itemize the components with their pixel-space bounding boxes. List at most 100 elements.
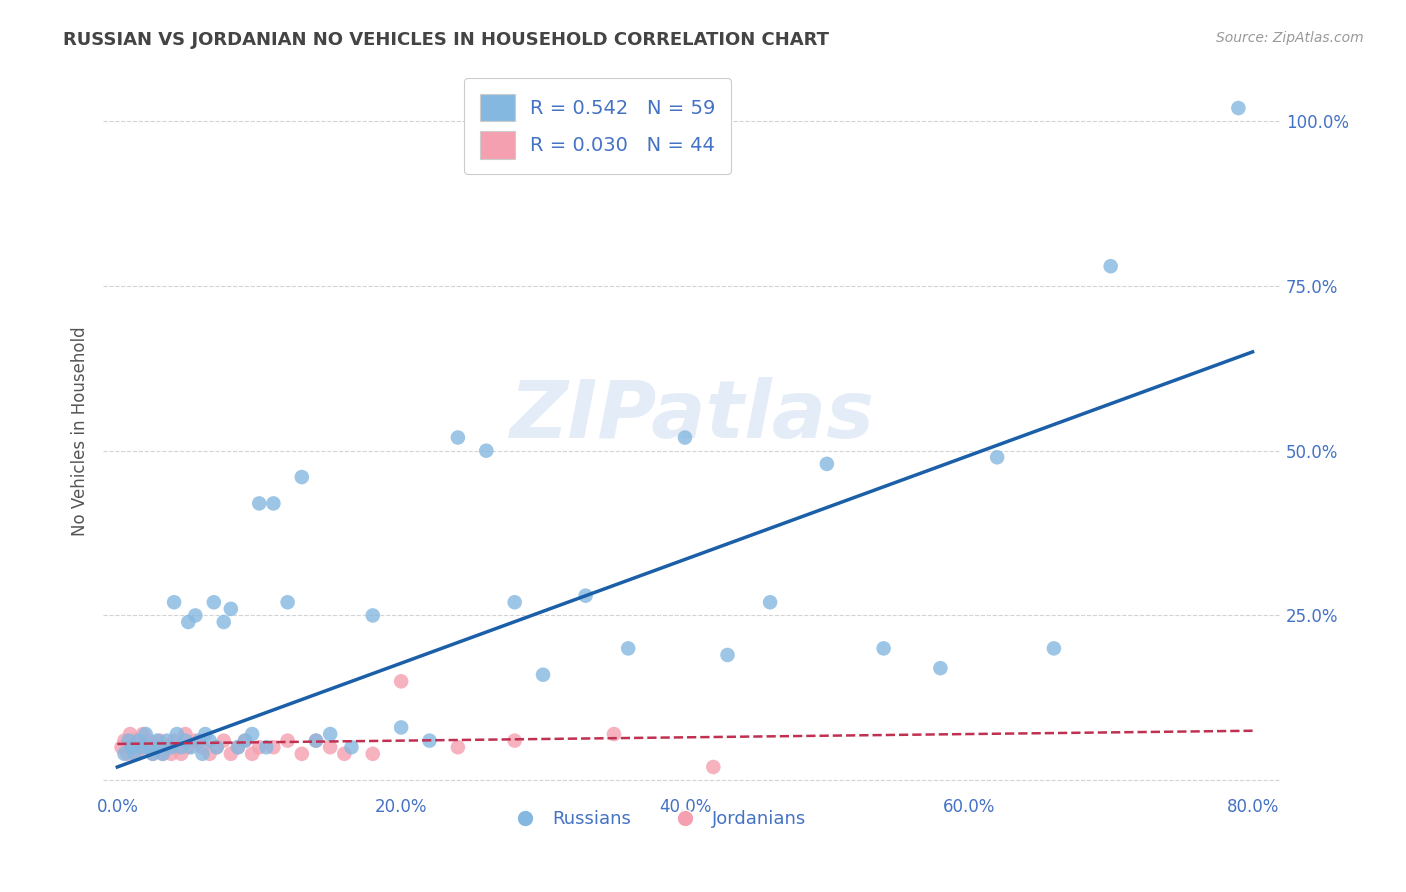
Point xyxy=(361,608,384,623)
Point xyxy=(191,747,214,761)
Point xyxy=(291,747,314,761)
Point xyxy=(110,740,132,755)
Point xyxy=(198,747,221,761)
Point xyxy=(112,747,135,761)
Point xyxy=(503,595,526,609)
Point xyxy=(1099,259,1122,273)
Point xyxy=(447,740,470,755)
Point xyxy=(205,740,228,755)
Point xyxy=(112,733,135,747)
Point xyxy=(603,727,626,741)
Point xyxy=(163,733,186,747)
Legend: Russians, Jordanians: Russians, Jordanians xyxy=(499,803,814,835)
Point xyxy=(418,733,440,747)
Point xyxy=(194,727,217,741)
Point xyxy=(226,740,249,755)
Point xyxy=(138,733,160,747)
Point xyxy=(531,667,554,681)
Point xyxy=(305,733,328,747)
Point xyxy=(177,615,200,629)
Point xyxy=(142,747,165,761)
Text: ZIPatlas: ZIPatlas xyxy=(509,377,875,456)
Point xyxy=(673,430,696,444)
Point xyxy=(129,740,152,755)
Point xyxy=(142,747,165,761)
Point xyxy=(340,740,363,755)
Point xyxy=(117,747,139,761)
Point xyxy=(149,733,172,747)
Point xyxy=(174,733,197,747)
Point xyxy=(146,733,169,747)
Point xyxy=(212,733,235,747)
Point xyxy=(389,721,412,735)
Point xyxy=(128,733,150,747)
Point xyxy=(180,740,202,755)
Point xyxy=(503,733,526,747)
Point xyxy=(132,740,155,755)
Point xyxy=(716,648,738,662)
Point xyxy=(160,740,183,755)
Point xyxy=(277,733,299,747)
Point xyxy=(121,740,143,755)
Point xyxy=(202,595,225,609)
Point xyxy=(132,727,155,741)
Point xyxy=(986,450,1008,465)
Point xyxy=(198,733,221,747)
Point xyxy=(617,641,640,656)
Point xyxy=(166,727,188,741)
Point xyxy=(247,496,270,510)
Point xyxy=(152,747,174,761)
Point xyxy=(219,602,242,616)
Point xyxy=(319,727,342,741)
Point xyxy=(361,747,384,761)
Point xyxy=(291,470,314,484)
Point xyxy=(226,740,249,755)
Point xyxy=(305,733,328,747)
Point xyxy=(160,747,183,761)
Point xyxy=(929,661,952,675)
Point xyxy=(702,760,724,774)
Text: RUSSIAN VS JORDANIAN NO VEHICLES IN HOUSEHOLD CORRELATION CHART: RUSSIAN VS JORDANIAN NO VEHICLES IN HOUS… xyxy=(63,31,830,49)
Point xyxy=(240,727,263,741)
Point xyxy=(1227,101,1250,115)
Point xyxy=(146,740,169,755)
Text: Source: ZipAtlas.com: Source: ZipAtlas.com xyxy=(1216,31,1364,45)
Point xyxy=(124,733,146,747)
Point xyxy=(127,747,149,761)
Point xyxy=(212,615,235,629)
Point xyxy=(262,496,284,510)
Point xyxy=(163,595,186,609)
Point xyxy=(575,589,598,603)
Point xyxy=(389,674,412,689)
Point xyxy=(121,740,143,755)
Point xyxy=(156,733,179,747)
Point xyxy=(184,733,207,747)
Point xyxy=(166,740,188,755)
Point xyxy=(177,740,200,755)
Point xyxy=(138,740,160,755)
Y-axis label: No Vehicles in Household: No Vehicles in Household xyxy=(72,326,89,536)
Point xyxy=(156,740,179,755)
Point xyxy=(170,740,193,755)
Point xyxy=(1043,641,1066,656)
Point xyxy=(191,740,214,755)
Point xyxy=(174,727,197,741)
Point xyxy=(475,443,498,458)
Point xyxy=(124,747,146,761)
Point xyxy=(120,727,142,741)
Point xyxy=(240,747,263,761)
Point xyxy=(233,733,256,747)
Point xyxy=(319,740,342,755)
Point xyxy=(254,740,277,755)
Point xyxy=(447,430,470,444)
Point xyxy=(872,641,894,656)
Point xyxy=(759,595,782,609)
Point xyxy=(247,740,270,755)
Point xyxy=(277,595,299,609)
Point xyxy=(205,740,228,755)
Point xyxy=(815,457,838,471)
Point xyxy=(333,747,356,761)
Point xyxy=(170,747,193,761)
Point xyxy=(184,608,207,623)
Point xyxy=(262,740,284,755)
